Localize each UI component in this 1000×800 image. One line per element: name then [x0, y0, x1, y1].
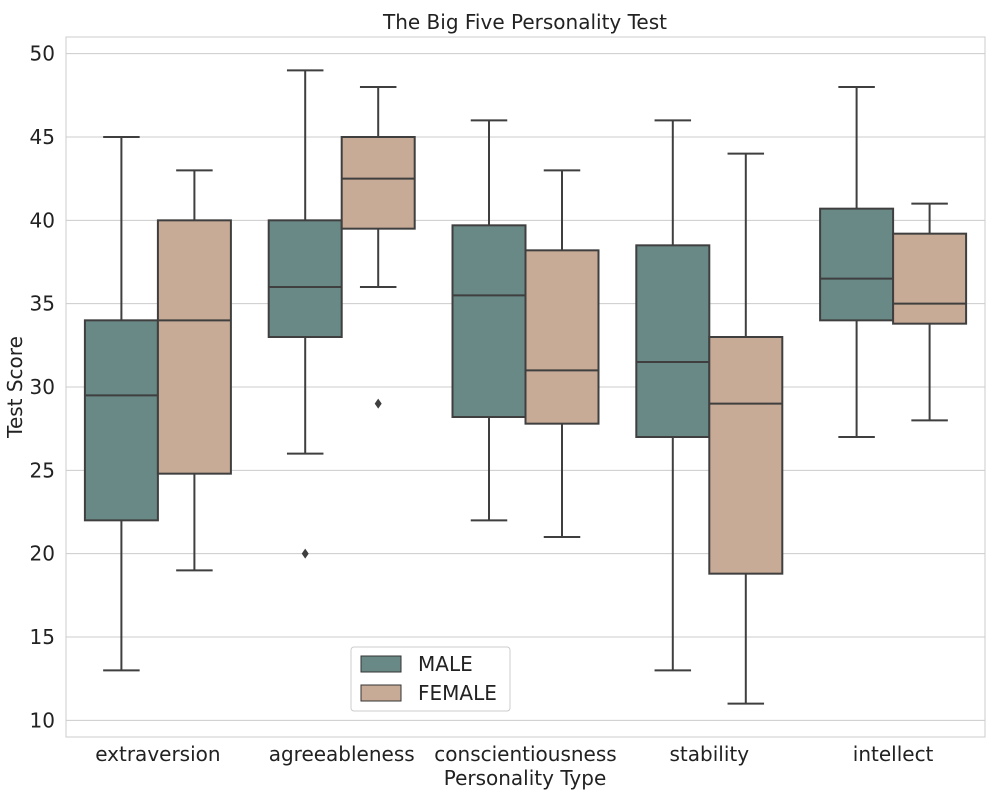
boxes-layer	[83, 69, 968, 705]
box-iqr	[819, 207, 895, 322]
x-axis-label: Personality Type	[444, 766, 607, 790]
box-iqr	[635, 244, 711, 438]
box-female-extraversion	[156, 169, 232, 572]
box-iqr	[340, 136, 416, 230]
outlier-point	[301, 548, 309, 559]
legend-label-male: MALE	[418, 652, 473, 676]
y-tick-label: 45	[30, 125, 55, 149]
box-female-agreeableness	[340, 86, 416, 409]
y-axis-label: Test Score	[3, 336, 27, 439]
y-tick-label: 50	[30, 42, 55, 66]
box-male-conscientiousness	[451, 119, 527, 522]
box-iqr	[156, 219, 232, 475]
box-male-agreeableness	[267, 69, 343, 559]
legend-swatch-male	[360, 655, 402, 673]
box-female-stability	[708, 152, 784, 705]
box-iqr	[524, 249, 600, 425]
box-iqr	[892, 232, 968, 325]
y-tick-label: 35	[30, 292, 55, 316]
box-male-extraversion	[83, 136, 159, 672]
legend: MALE FEMALE	[350, 646, 511, 712]
y-tick-label: 30	[30, 375, 55, 399]
y-tick-label: 10	[30, 708, 55, 732]
box-female-conscientiousness	[524, 169, 600, 538]
x-category-label: agreeableness	[269, 742, 415, 766]
y-tick-label: 15	[30, 625, 55, 649]
y-tick-label: 25	[30, 458, 55, 482]
x-category-label: conscientiousness	[434, 742, 616, 766]
x-category-label: stability	[670, 742, 750, 766]
legend-label-female: FEMALE	[418, 681, 497, 705]
x-category-label: extraversion	[95, 742, 220, 766]
y-tick-label: 20	[30, 542, 55, 566]
y-tick-label: 40	[30, 208, 55, 232]
x-axis-categories: extraversion agreeableness conscientiousne…	[95, 742, 933, 766]
outlier-point	[374, 398, 382, 409]
box-iqr	[267, 219, 343, 338]
box-iqr	[708, 336, 784, 575]
box-female-intellect	[892, 202, 968, 422]
legend-swatch-female	[360, 684, 402, 702]
chart-title: The Big Five Personality Test	[382, 10, 667, 34]
box-iqr	[83, 319, 159, 522]
y-axis-ticks: 10 15 20 25 30 35 40 45 50	[30, 42, 55, 733]
box-iqr	[451, 224, 527, 418]
x-category-label: intellect	[853, 742, 934, 766]
box-male-intellect	[819, 86, 895, 438]
